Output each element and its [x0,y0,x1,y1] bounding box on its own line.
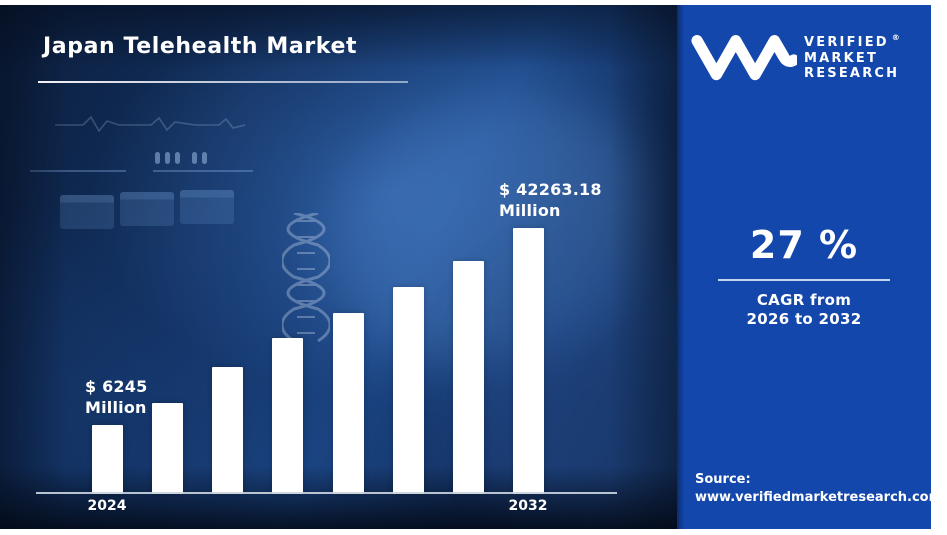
brand-logo: VERIFIED ® MARKET RESEARCH [689,27,900,85]
registered-mark: ® [891,33,900,43]
first-bar-unit: Million [85,398,147,417]
stat-divider [718,279,890,281]
info-panel: VERIFIED ® MARKET RESEARCH 27 % CAGR from… [677,5,942,529]
person-icon [192,152,197,164]
person-icon [202,152,207,164]
last-bar-value: $ 42263.18 [499,180,602,199]
title-underline [38,81,408,83]
x-tick-2032: 2032 [508,498,548,514]
person-icon [175,152,180,164]
bar-2024 [92,425,123,494]
brand-wordmark: VERIFIED ® MARKET RESEARCH [804,30,900,82]
background-photo-panel: Japan Telehealth Market $ 6245 Million $… [0,5,677,529]
folder-icon [120,192,174,226]
bar-year-7 [453,261,484,494]
brand-line-3: RESEARCH [804,66,900,82]
bar-year-5 [333,313,364,494]
source-label: Source: [695,472,751,487]
folder-icon [180,190,234,224]
hud-line [153,170,253,172]
vmr-monogram-icon [691,35,797,81]
bar-year-3 [212,367,243,494]
first-bar-value-label: $ 6245 Million [85,376,147,418]
hud-line [30,170,126,172]
cagr-value: 27 % [749,223,859,267]
heartbeat-line-icon [55,115,245,133]
bar-year-6 [393,287,424,494]
page-title: Japan Telehealth Market [43,34,358,59]
folder-icon [60,195,114,229]
cagr-caption-line-2: 2026 to 2032 [746,310,862,328]
x-axis-line [36,492,617,494]
main-area: Japan Telehealth Market $ 6245 Million $… [0,5,942,529]
person-icon [165,152,170,164]
source-block: Source: www.verifiedmarketresearch.com [695,471,942,507]
bar-year-4 [272,338,303,494]
brand-line-2: MARKET [804,50,879,66]
first-bar-value: $ 6245 [85,377,148,396]
last-bar-value-label: $ 42263.18 Million [499,179,602,221]
cagr-caption-line-1: CAGR from [756,291,852,309]
bar-year-2 [152,403,183,494]
brand-line-1: VERIFIED ® [804,33,900,51]
source-url[interactable]: www.verifiedmarketresearch.com [695,490,943,505]
dna-strand-icon [282,213,330,343]
bar-2032 [513,228,544,494]
last-bar-unit: Million [499,201,561,220]
x-tick-2024: 2024 [87,498,127,514]
person-icon [155,152,160,164]
cagr-stat: 27 % CAGR from 2026 to 2032 [677,224,931,329]
